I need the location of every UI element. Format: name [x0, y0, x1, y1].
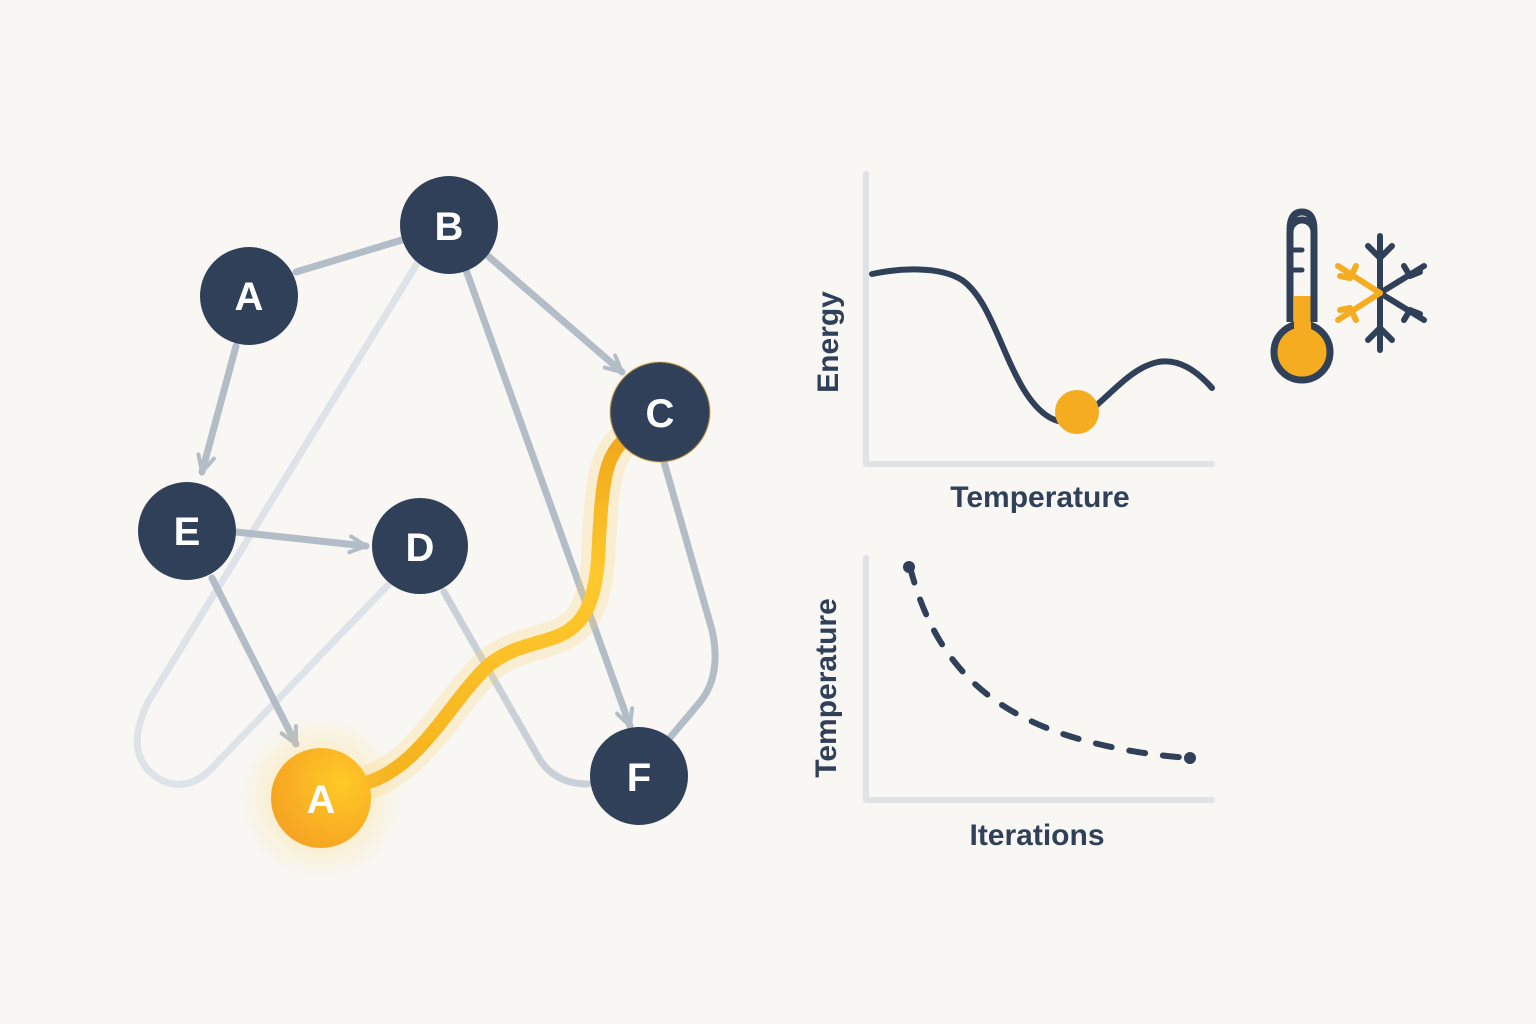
edge-b-c — [484, 252, 626, 376]
cooling-end-dot — [1184, 752, 1196, 764]
graph: A B C E D F — [133, 176, 719, 880]
node-a2-highlighted: A — [239, 716, 403, 880]
cooling-chart-axes — [863, 555, 1215, 803]
highlight-path — [345, 421, 643, 801]
node-a1: A — [200, 247, 298, 345]
edge-e-a — [208, 574, 300, 748]
node-f-label: F — [627, 756, 651, 800]
energy-curve — [869, 266, 1215, 425]
cooling-chart: Temperature Iterations — [810, 555, 1215, 852]
node-b-label: B — [435, 205, 464, 249]
node-c-label: C — [646, 392, 675, 436]
cooling-curve — [907, 564, 1193, 761]
thermometer-icon — [1270, 208, 1334, 384]
edge-e-d — [232, 528, 370, 555]
global-minimum-dot — [1055, 390, 1099, 434]
node-d-label: D — [406, 526, 435, 570]
edge-b-f — [462, 266, 635, 730]
energy-chart: Energy Temperature — [812, 171, 1215, 514]
highlight-path-line — [355, 431, 633, 791]
cooling-chart-xlabel: Iterations — [969, 819, 1104, 852]
node-e: E — [138, 482, 236, 580]
node-f: F — [590, 727, 688, 825]
edge-b-loop — [133, 258, 422, 788]
edge-a-b — [292, 236, 406, 276]
node-b: B — [400, 176, 498, 274]
energy-chart-axes — [863, 171, 1215, 467]
graph-nodes: A B C E D F — [138, 176, 711, 880]
edge-c-f — [660, 458, 719, 744]
node-d: D — [372, 498, 468, 594]
graph-edges — [133, 236, 719, 788]
energy-chart-xlabel: Temperature — [950, 481, 1130, 514]
snowflake-icon — [1335, 233, 1427, 353]
node-e-label: E — [174, 510, 201, 554]
node-a2-label: A — [307, 778, 336, 822]
cooling-start-dot — [903, 561, 915, 573]
node-a1-label: A — [235, 275, 264, 319]
edge-a-e — [196, 342, 240, 476]
node-c: C — [609, 361, 711, 463]
cooling-chart-ylabel: Temperature — [810, 598, 843, 778]
edge-d-f — [440, 588, 592, 788]
energy-chart-ylabel: Energy — [812, 291, 845, 393]
